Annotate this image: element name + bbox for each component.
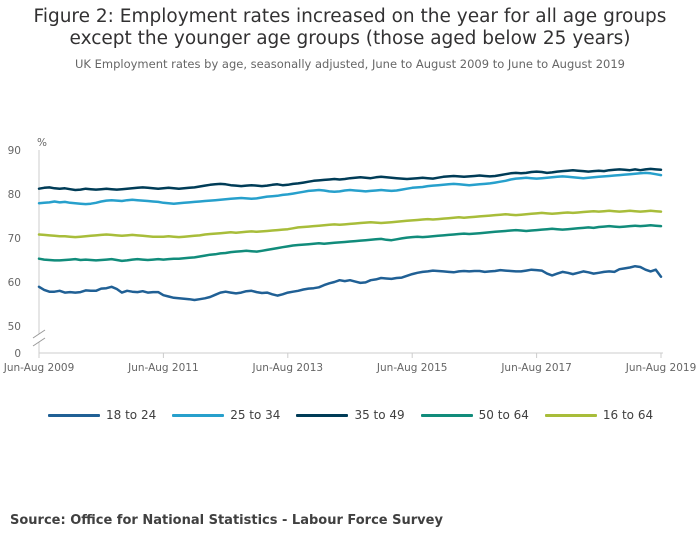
y-tick-label: 90 [8, 145, 21, 157]
legend-item: 18 to 24 [48, 408, 156, 422]
source-note: Source: Office for National Statistics -… [10, 513, 443, 528]
chart-subtitle: UK Employment rates by age, seasonally a… [75, 57, 625, 71]
legend-swatch [172, 413, 225, 417]
series-line-16-to-64 [37, 209, 663, 239]
legend-swatch [544, 413, 597, 417]
legend-swatch [420, 413, 473, 417]
x-tick-label: Jun-Aug 2019 [625, 362, 697, 374]
chart-title: Figure 2: Employment rates increased on … [33, 6, 667, 49]
x-tick-label: Jun-Aug 2015 [376, 362, 448, 374]
y-tick-label: 80 [8, 189, 21, 201]
series-line-50-to-64 [37, 223, 663, 263]
legend-label: 50 to 64 [478, 408, 529, 422]
axis-break-mark [32, 329, 46, 339]
series-line-18-to-24 [37, 264, 663, 302]
legend-swatch [296, 413, 349, 417]
legend-label: 35 to 49 [354, 408, 405, 422]
legend-label: 18 to 24 [106, 408, 157, 422]
x-tick-label: Jun-Aug 2017 [500, 362, 572, 374]
axis-break-mark [32, 337, 46, 347]
legend-swatch [48, 413, 100, 417]
legend-item: 16 to 64 [544, 408, 654, 422]
x-tick-label: Jun-Aug 2013 [252, 362, 324, 374]
y-axis-unit: % [37, 137, 47, 149]
y-tick-label: 0 [14, 348, 21, 360]
legend-item: 50 to 64 [420, 408, 529, 422]
x-tick-label: Jun-Aug 2011 [127, 362, 199, 374]
line-chart: % 0 50 60 70 80 90 Jun-Aug 2009 Jun-Aug 2011 Jun-… [3, 137, 697, 374]
y-tick-label: 50 [8, 321, 21, 333]
x-tick-label: Jun-Aug 2009 [3, 362, 75, 374]
chart-legend: 18 to 24 25 to 34 35 to 49 50 to 64 16 to 64 [48, 408, 669, 422]
y-tick-label: 60 [8, 277, 21, 289]
legend-label: 16 to 64 [602, 408, 654, 422]
legend-item: 25 to 34 [172, 408, 280, 422]
legend-item: 35 to 49 [296, 408, 405, 422]
legend-label: 25 to 34 [230, 408, 281, 422]
series-line-35-to-49 [37, 167, 663, 192]
y-tick-label: 70 [8, 233, 21, 245]
series-line-25-to-34 [37, 171, 663, 206]
